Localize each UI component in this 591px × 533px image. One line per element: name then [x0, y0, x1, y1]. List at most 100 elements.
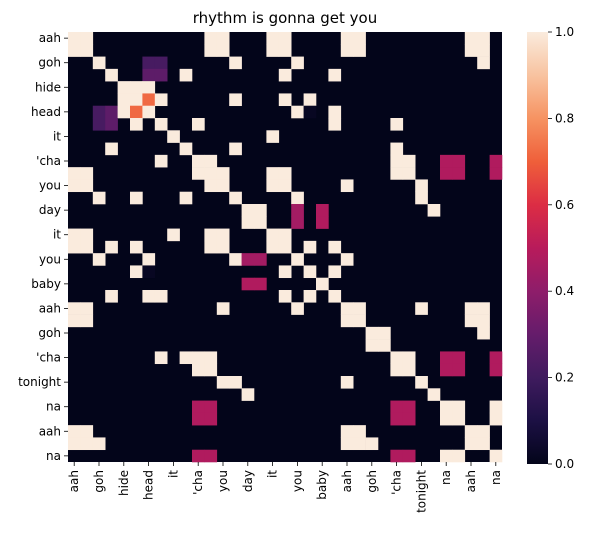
- heatmap-cell: [291, 253, 304, 266]
- x-tick-label: aah: [67, 470, 81, 492]
- heatmap-cell: [80, 241, 93, 254]
- heatmap-cell: [68, 179, 81, 192]
- heatmap-cell: [229, 57, 242, 70]
- heatmap-cell: [192, 413, 205, 426]
- x-tick-label: aah: [340, 470, 354, 492]
- heatmap-cell: [440, 351, 453, 364]
- heatmap-cell: [217, 179, 230, 192]
- heatmap-cell: [130, 118, 143, 131]
- y-tick-label: it: [53, 228, 61, 242]
- heatmap-cell: [105, 241, 118, 254]
- heatmap-cell: [192, 351, 205, 364]
- x-tick-label: it: [166, 470, 180, 478]
- heatmap-cell: [130, 93, 143, 106]
- heatmap-cell: [366, 339, 379, 352]
- heatmap-cell: [341, 302, 354, 315]
- x-tick-label: aah: [464, 470, 478, 492]
- heatmap-cell: [341, 253, 354, 266]
- y-tick-label: it: [53, 129, 61, 143]
- heatmap-cell: [105, 69, 118, 82]
- heatmap-cell: [328, 290, 341, 303]
- heatmap-cell: [93, 192, 106, 205]
- heatmap-cell: [105, 118, 118, 131]
- y-tick-label: you: [39, 179, 61, 193]
- x-tick-label: na: [439, 470, 453, 485]
- heatmap-cell: [155, 290, 168, 303]
- heatmap-cell: [266, 229, 279, 242]
- heatmap-cell: [279, 69, 292, 82]
- heatmap-cell: [390, 155, 403, 168]
- heatmap-cell: [428, 204, 441, 217]
- heatmap-cell: [217, 376, 230, 389]
- heatmap-cell: [341, 32, 354, 45]
- heatmap-cell: [304, 241, 317, 254]
- y-tick-label: na: [46, 400, 61, 414]
- heatmap-cell: [254, 253, 267, 266]
- heatmap-cell: [167, 130, 180, 143]
- heatmap-cell: [279, 290, 292, 303]
- heatmap-cell: [328, 241, 341, 254]
- heatmap-cell: [142, 93, 155, 106]
- y-tick-label: aah: [39, 31, 61, 45]
- heatmap-cell: [279, 179, 292, 192]
- heatmap-cell: [291, 192, 304, 205]
- heatmap-cell: [440, 413, 453, 426]
- y-tick-label: baby: [31, 277, 61, 291]
- heatmap-cell: [204, 413, 217, 426]
- heatmap-cell: [217, 167, 230, 180]
- heatmap-cell: [415, 376, 428, 389]
- heatmap-cell: [477, 44, 490, 57]
- heatmap-cell: [341, 425, 354, 438]
- heatmap-cell: [353, 437, 366, 450]
- heatmap-cell: [490, 351, 503, 364]
- colorbar-ticks: 0.0 0.2 0.4 0.6 0.8 1.0: [548, 25, 574, 471]
- heatmap-cell: [93, 437, 106, 450]
- heatmap-cell: [403, 167, 416, 180]
- heatmap-cell: [229, 192, 242, 205]
- heatmap-cell: [93, 106, 106, 119]
- heatmap-cell: [130, 192, 143, 205]
- heatmap-cell: [68, 437, 81, 450]
- heatmap-cell: [328, 69, 341, 82]
- heatmap-cell: [93, 118, 106, 131]
- heatmap-cell: [477, 327, 490, 340]
- y-tick-label: goh: [38, 326, 61, 340]
- heatmap-cell: [390, 364, 403, 377]
- heatmap-cell: [130, 241, 143, 254]
- colorbar-tick-label: 0.2: [555, 371, 574, 385]
- heatmap-cell: [328, 106, 341, 119]
- heatmap-cell: [415, 192, 428, 205]
- heatmap-cell: [490, 401, 503, 414]
- heatmap-cell: [341, 437, 354, 450]
- heatmap-cell: [80, 425, 93, 438]
- heatmap-cell: [105, 106, 118, 119]
- heatmap-cell: [68, 229, 81, 242]
- heatmap-cell: [204, 167, 217, 180]
- heatmap-cell: [142, 81, 155, 94]
- heatmap-cell: [242, 388, 255, 401]
- heatmap-cell: [192, 155, 205, 168]
- heatmap-cell: [266, 130, 279, 143]
- heatmap-cell: [80, 437, 93, 450]
- x-tick-label: day: [241, 470, 255, 492]
- heatmap-cell: [465, 32, 478, 45]
- heatmap-cell: [266, 167, 279, 180]
- heatmap-cell: [130, 81, 143, 94]
- heatmap-cell: [266, 44, 279, 57]
- heatmap-cell: [403, 401, 416, 414]
- y-axis: aah goh hide head it 'cha you day it you baby aah go…: [18, 31, 68, 463]
- heatmap-cell: [155, 351, 168, 364]
- x-tick-label: you: [216, 470, 230, 492]
- heatmap-cell: [192, 118, 205, 131]
- heatmap-cell: [204, 44, 217, 57]
- heatmap-cell: [279, 167, 292, 180]
- heatmap-cell: [341, 315, 354, 328]
- heatmap-cell: [68, 32, 81, 45]
- heatmap-cell: [477, 32, 490, 45]
- y-tick-label: hide: [35, 80, 61, 94]
- heatmap-cell: [291, 204, 304, 217]
- heatmap-cell: [465, 425, 478, 438]
- heatmap-cell: [254, 278, 267, 291]
- heatmap-cell: [353, 302, 366, 315]
